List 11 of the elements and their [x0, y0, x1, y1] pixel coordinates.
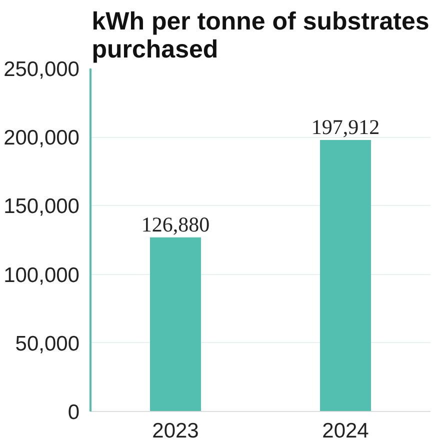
y-tick-label: 250,000: [4, 58, 80, 81]
data-label: 197,912: [311, 114, 380, 139]
y-tick-label: 150,000: [4, 195, 80, 218]
y-tick-label: 50,000: [15, 332, 80, 356]
chart-title: kWh per tonne of substrates purchased: [92, 8, 430, 64]
x-tick-label: 2023: [152, 420, 199, 440]
y-tick-label: 100,000: [4, 264, 80, 287]
data-label: 126,880: [141, 212, 210, 236]
y-tick-label: 200,000: [4, 126, 80, 150]
y-tick-label: 0: [68, 401, 80, 424]
x-tick-label: 2024: [322, 420, 370, 440]
